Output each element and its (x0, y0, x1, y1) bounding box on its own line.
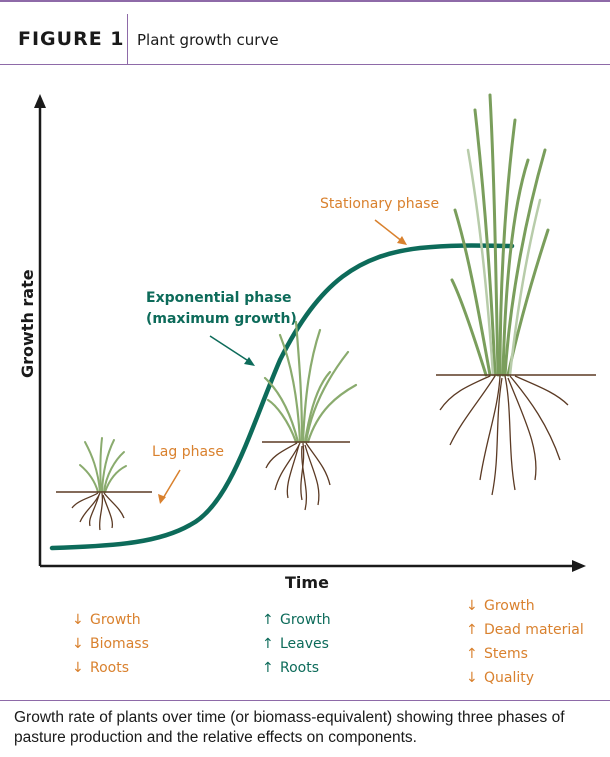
lag-effect-item: ↓ Roots (72, 656, 149, 680)
small-plant-illustration (56, 437, 152, 531)
effect-label: Biomass (90, 636, 149, 652)
lag-phase-pointer-head (158, 494, 166, 504)
effect-label: Growth (280, 612, 331, 628)
exponential-effect-item: ↑ Leaves (262, 632, 331, 656)
effect-arrow-icon: ↑ (466, 646, 478, 662)
header-rule (0, 64, 610, 65)
lag-effects-list: ↓ Growth ↓ Biomass ↓ Roots (72, 608, 149, 680)
effect-arrow-icon: ↓ (72, 612, 84, 628)
top-rule (0, 0, 610, 2)
effect-arrow-icon: ↑ (466, 622, 478, 638)
stationary-effects-list: ↓ Growth ↑ Dead material ↑ Stems ↓ Quality (466, 594, 584, 690)
exponential-effect-item: ↑ Growth (262, 608, 331, 632)
lag-phase-pointer (161, 469, 181, 501)
stationary-effect-item: ↑ Stems (466, 642, 584, 666)
effect-label: Leaves (280, 636, 329, 652)
effect-arrow-icon: ↓ (466, 670, 478, 686)
effect-label: Stems (484, 646, 528, 662)
stationary-effect-item: ↓ Growth (466, 594, 584, 618)
medium-plant-illustration (262, 320, 358, 511)
effect-label: Roots (280, 660, 320, 676)
x-axis-arrowhead (572, 560, 586, 572)
exponential-phase-pointer (209, 335, 251, 363)
figure-label: FIGURE 1 (18, 28, 125, 50)
effect-arrow-icon: ↓ (466, 598, 478, 614)
effect-arrow-icon: ↓ (72, 660, 84, 676)
lag-effect-item: ↓ Growth (72, 608, 149, 632)
effect-arrow-icon: ↑ (262, 636, 274, 652)
figure-title: Plant growth curve (137, 31, 279, 49)
stationary-phase-pointer-head (397, 236, 407, 245)
caption-rule (0, 700, 610, 701)
exponential-phase-pointer-head (244, 357, 255, 366)
lag-phase-label: Lag phase (152, 444, 224, 460)
effect-arrow-icon: ↑ (262, 660, 274, 676)
stationary-phase-pointer (374, 219, 404, 243)
effect-label: Quality (484, 670, 535, 686)
header-divider (127, 14, 128, 64)
effect-arrow-icon: ↑ (262, 612, 274, 628)
exponential-phase-label-1: Exponential phase (146, 290, 292, 306)
stationary-effect-item: ↓ Quality (466, 666, 584, 690)
exponential-effects-list: ↑ Growth ↑ Leaves ↑ Roots (262, 608, 331, 680)
exponential-phase-label-2: (maximum growth) (146, 311, 297, 327)
growth-curve (49, 243, 515, 551)
figure-header: FIGURE 1 Plant growth curve (0, 14, 610, 64)
x-axis-label: Time (285, 573, 329, 592)
stationary-phase-label: Stationary phase (320, 196, 439, 212)
effect-label: Roots (90, 660, 130, 676)
tall-plant-illustration (436, 93, 596, 496)
effect-label: Dead material (484, 622, 584, 638)
figure-caption: Growth rate of plants over time (or biom… (14, 709, 565, 746)
effect-arrow-icon: ↓ (72, 636, 84, 652)
effect-label: Growth (90, 612, 141, 628)
exponential-effect-item: ↑ Roots (262, 656, 331, 680)
effect-label: Growth (484, 598, 535, 614)
y-axis-label: Growth rate (18, 269, 37, 378)
stationary-effect-item: ↑ Dead material (466, 618, 584, 642)
lag-effect-item: ↓ Biomass (72, 632, 149, 656)
growth-diagram: Growth rate Time (18, 93, 596, 592)
y-axis-arrowhead (34, 94, 46, 108)
